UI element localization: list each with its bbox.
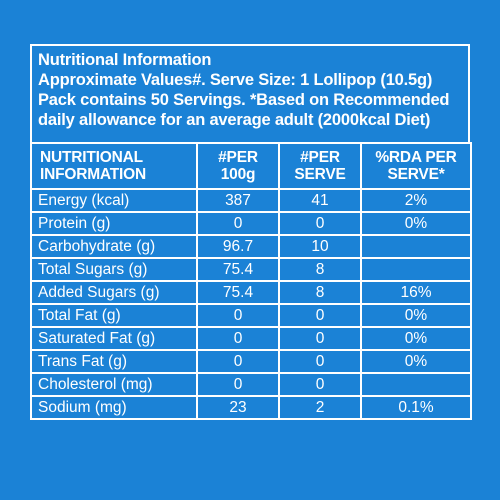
serve-size-text: Approximate Values#. Serve Size: 1 Lolli… [38,71,433,89]
header-per-serve: #PER SERVE [278,142,362,190]
value-per-serve: 8 [278,280,362,305]
nutrient-name: Saturated Fat (g) [30,326,198,351]
nutrient-name: Trans Fat (g) [30,349,198,374]
table-row: Total Fat (g) 0 0 0% [30,303,472,328]
header-rda-line1: %RDA PER [375,149,457,166]
nutrient-name: Carbohydrate (g) [30,234,198,259]
value-rda: 0% [360,211,472,236]
table-row: Protein (g) 0 0 0% [30,211,472,236]
rda-note-text: daily allowance for an average adult (20… [38,111,431,129]
header-rda-line2: SERVE* [387,166,445,183]
nutrition-label: Nutritional Information Approximate Valu… [30,44,472,456]
value-per-100g: 0 [196,326,280,351]
value-per-serve: 2 [278,395,362,420]
header-rda: %RDA PER SERVE* [360,142,472,190]
value-per-100g: 75.4 [196,280,280,305]
table-row: Saturated Fat (g) 0 0 0% [30,326,472,351]
info-title: Nutritional Information [38,51,212,69]
value-rda: 0.1% [360,395,472,420]
table-row: Added Sugars (g) 75.4 8 16% [30,280,472,305]
header-perserve-line1: #PER [300,149,340,166]
value-per-100g: 75.4 [196,257,280,282]
table-row: Cholesterol (mg) 0 0 [30,372,472,397]
header-nutrient-line1: NUTRITIONAL [40,149,143,166]
table-row: Energy (kcal) 387 41 2% [30,188,472,213]
nutrient-name: Energy (kcal) [30,188,198,213]
nutrient-name: Cholesterol (mg) [30,372,198,397]
value-per-serve: 0 [278,211,362,236]
table-row: Total Sugars (g) 75.4 8 [30,257,472,282]
nutrient-name: Total Fat (g) [30,303,198,328]
value-rda [360,234,472,259]
value-per-100g: 0 [196,349,280,374]
value-per-serve: 0 [278,372,362,397]
value-rda: 16% [360,280,472,305]
info-header: Nutritional Information Approximate Valu… [30,44,470,144]
value-per-100g: 96.7 [196,234,280,259]
header-per100-line1: #PER [218,149,258,166]
value-per-serve: 0 [278,349,362,374]
nutrient-name: Sodium (mg) [30,395,198,420]
value-rda [360,372,472,397]
servings-text: Pack contains 50 Servings. *Based on Rec… [38,91,450,109]
value-rda: 0% [360,349,472,374]
header-per100-line2: 100g [220,166,256,183]
value-per-serve: 41 [278,188,362,213]
value-per-serve: 10 [278,234,362,259]
value-per-serve: 8 [278,257,362,282]
value-per-100g: 0 [196,211,280,236]
header-per-100g: #PER 100g [196,142,280,190]
nutrition-table: NUTRITIONAL INFORMATION #PER 100g #PER S… [30,142,472,420]
table-row: Sodium (mg) 23 2 0.1% [30,395,472,420]
nutrient-name: Protein (g) [30,211,198,236]
header-perserve-line2: SERVE [294,166,346,183]
nutrient-name: Total Sugars (g) [30,257,198,282]
table-row: Carbohydrate (g) 96.7 10 [30,234,472,259]
value-per-100g: 0 [196,303,280,328]
value-per-100g: 387 [196,188,280,213]
value-rda: 2% [360,188,472,213]
header-nutrient-line2: INFORMATION [40,166,146,183]
value-rda: 0% [360,326,472,351]
value-rda [360,257,472,282]
nutrient-name: Added Sugars (g) [30,280,198,305]
table-row: Trans Fat (g) 0 0 0% [30,349,472,374]
value-per-100g: 23 [196,395,280,420]
table-header-row: NUTRITIONAL INFORMATION #PER 100g #PER S… [30,142,472,190]
header-nutrient: NUTRITIONAL INFORMATION [30,142,198,190]
value-per-serve: 0 [278,303,362,328]
value-per-serve: 0 [278,326,362,351]
value-rda: 0% [360,303,472,328]
value-per-100g: 0 [196,372,280,397]
